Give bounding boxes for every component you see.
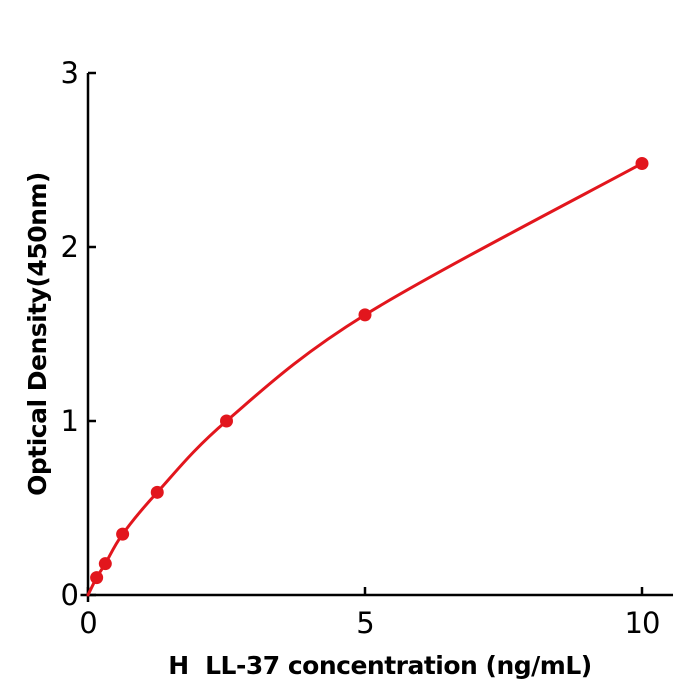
y-tick-label: 3 <box>61 56 78 90</box>
plot-area: 0 5 10 0 1 2 3 <box>61 56 674 640</box>
data-point-marker <box>220 414 233 428</box>
data-point-marker <box>635 156 649 170</box>
data-point-marker <box>98 557 112 571</box>
y-axis-title: Optical Density(450nm) <box>23 172 52 496</box>
y-tick-label: 0 <box>61 578 78 612</box>
x-tick-label: 0 <box>79 606 96 640</box>
data-point-marker <box>358 308 372 322</box>
y-tick-label: 1 <box>61 404 78 438</box>
x-axis-title: H LL-37 concentration (ng/mL) <box>168 651 591 680</box>
data-point-marker <box>150 485 164 499</box>
standard-curve-line <box>86 161 644 597</box>
x-tick-label: 10 <box>625 606 660 640</box>
data-point-marker <box>116 527 130 541</box>
data-point-marker <box>90 571 104 585</box>
x-tick-label: 5 <box>356 606 373 640</box>
y-tick-label: 2 <box>61 230 78 264</box>
